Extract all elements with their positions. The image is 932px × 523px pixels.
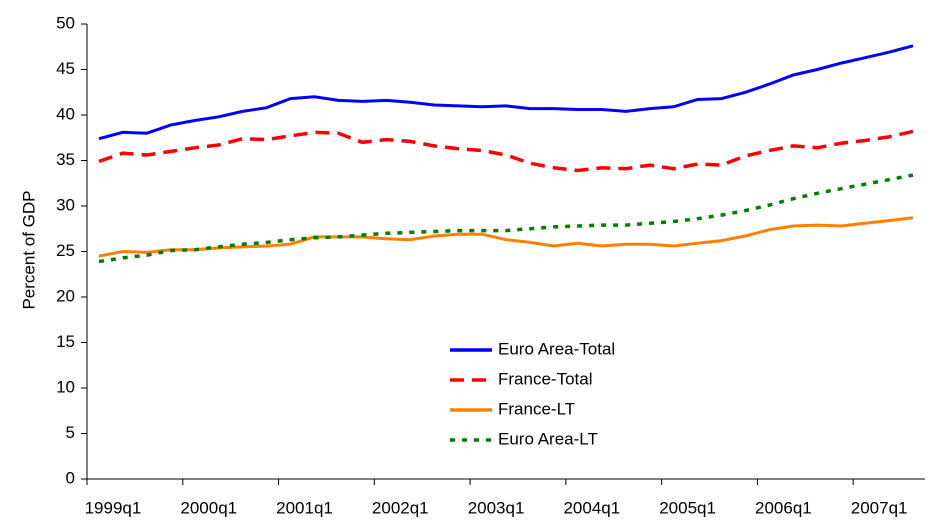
y-tick-label: 10 xyxy=(56,377,75,396)
y-tick-label: 35 xyxy=(56,150,75,169)
x-tick-label: 2006q1 xyxy=(755,498,812,517)
y-tick-label: 30 xyxy=(56,195,75,214)
series-line xyxy=(98,129,914,173)
x-tick-label: 1999q1 xyxy=(85,498,142,517)
y-tick-label: 45 xyxy=(56,59,75,78)
y-tick-label: 50 xyxy=(56,13,75,32)
x-tick-label: 2003q1 xyxy=(468,498,525,517)
x-tick-label: 2000q1 xyxy=(180,498,237,517)
legend-label: Euro Area-LT xyxy=(498,429,598,448)
legend-label: France-Total xyxy=(498,369,592,388)
x-tick-label: 2004q1 xyxy=(563,498,620,517)
series-line xyxy=(98,44,914,141)
y-tick-label: 15 xyxy=(56,332,75,351)
x-tick-label: 2001q1 xyxy=(276,498,333,517)
x-tick-label: 2005q1 xyxy=(659,498,716,517)
series-line xyxy=(98,216,914,258)
y-tick-label: 20 xyxy=(56,286,75,305)
y-tick-label: 25 xyxy=(56,241,75,260)
y-tick-label: 0 xyxy=(66,468,75,487)
legend-label: France-LT xyxy=(498,399,575,418)
series-line xyxy=(98,173,914,264)
y-tick-label: 40 xyxy=(56,104,75,123)
x-tick-label: 2002q1 xyxy=(372,498,429,517)
x-tick-label: 2007q1 xyxy=(851,498,908,517)
legend-label: Euro Area-Total xyxy=(498,339,615,358)
y-axis-label: Percent of GDP xyxy=(19,190,38,309)
y-tick-label: 5 xyxy=(66,423,75,442)
